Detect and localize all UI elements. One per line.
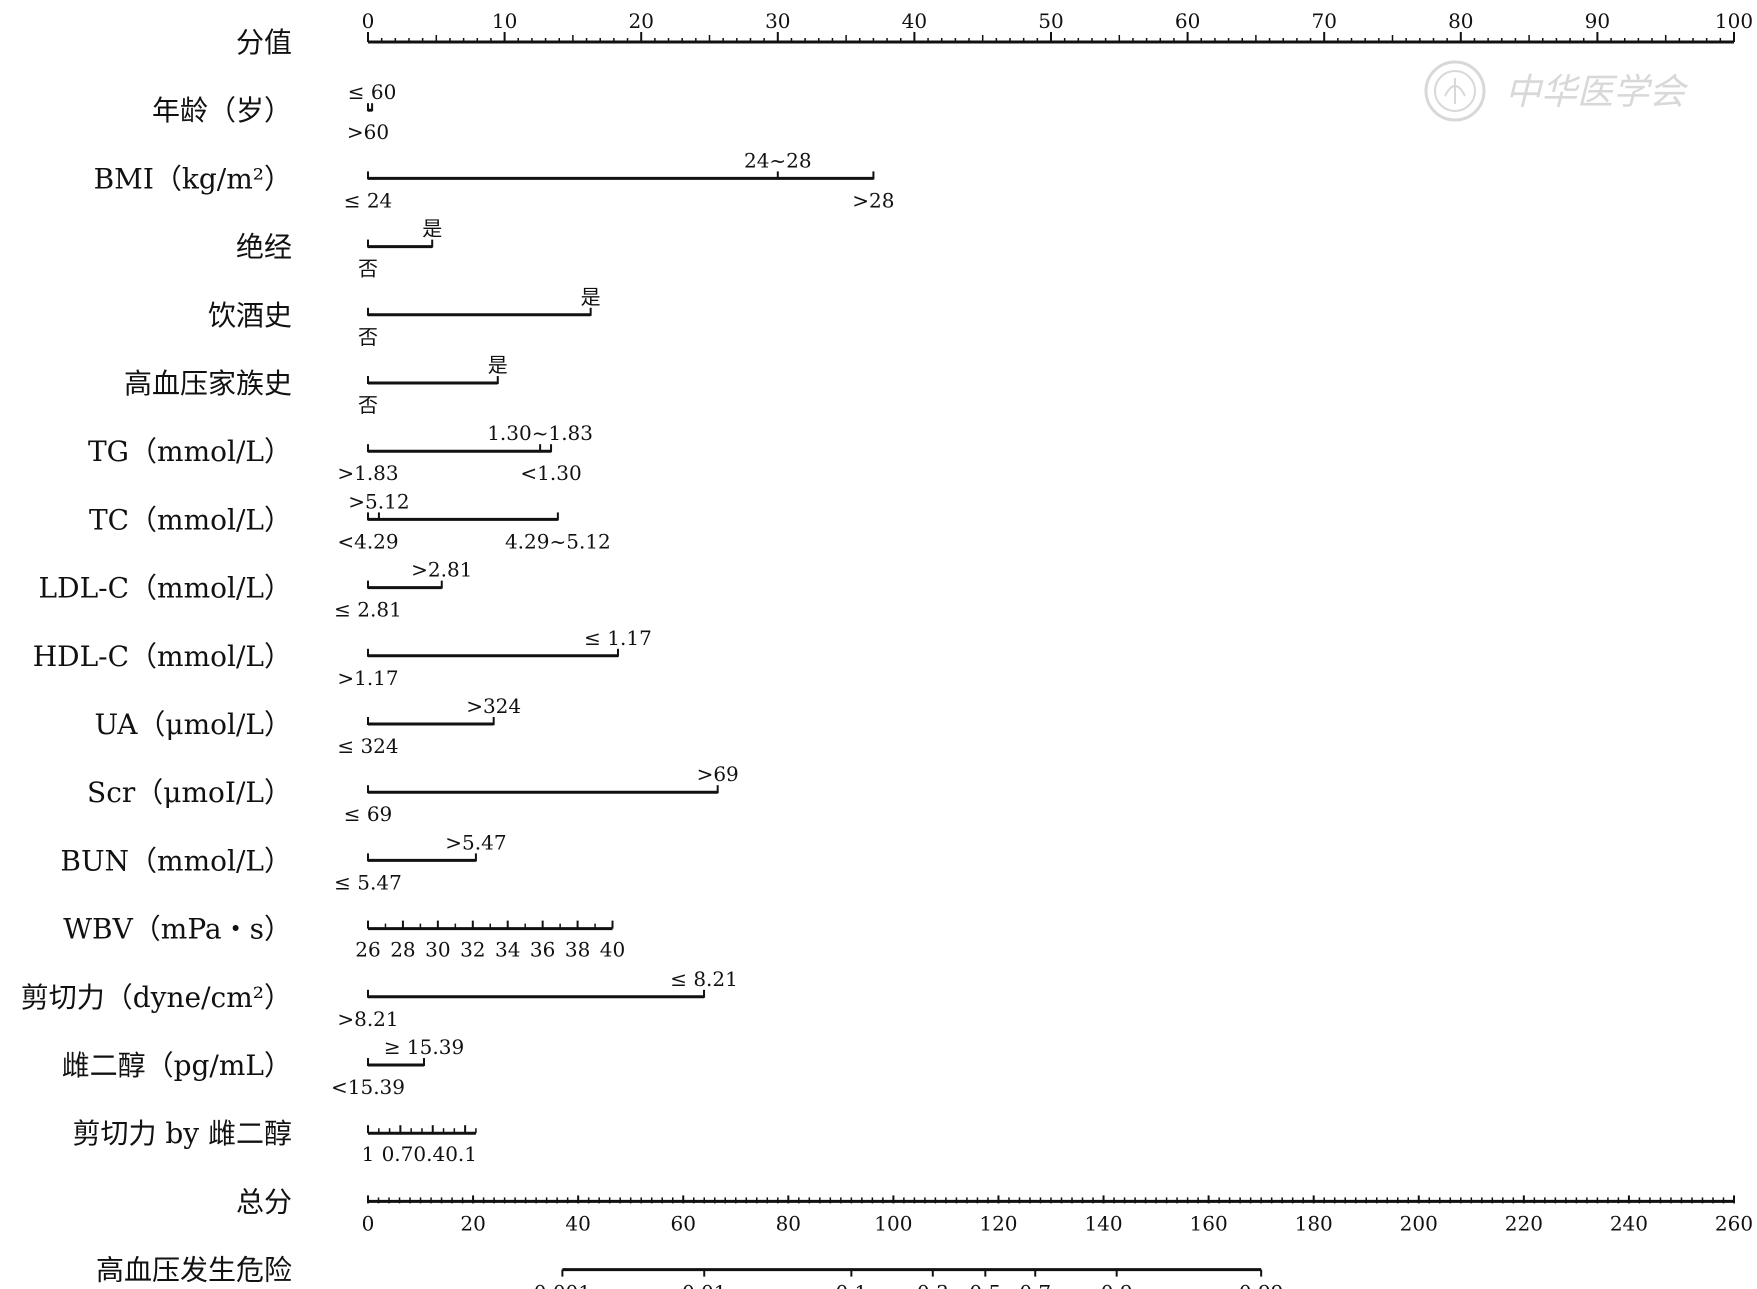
scale-tick-label: 1 <box>362 1142 375 1166</box>
scale-tick-label: 36 <box>530 938 555 962</box>
scale-tick-label: 32 <box>460 938 485 962</box>
risk-axis-tick-label: 0.9 <box>1101 1281 1133 1289</box>
variable-label: 年龄（岁） <box>152 94 292 127</box>
level-label: 否 <box>358 393 378 417</box>
total-axis-tick-label: 260 <box>1715 1211 1753 1235</box>
scale-tick-label: 26 <box>355 938 380 962</box>
risk-axis-label: 高血压发生危险 <box>96 1254 292 1287</box>
variable-label: 高血压家族史 <box>124 367 292 400</box>
variable-label: TG（mmol/L） <box>88 435 292 468</box>
scale-tick-label: 0.70.40.1 <box>382 1142 477 1166</box>
scale-tick-label: 30 <box>425 938 450 962</box>
variable-label: TC（mmol/L） <box>89 503 292 536</box>
total-axis-tick-label: 220 <box>1505 1211 1543 1235</box>
level-label: 否 <box>358 257 378 281</box>
society-seal-icon <box>1424 60 1486 122</box>
total-axis-tick-label: 160 <box>1190 1211 1228 1235</box>
variable-label: 剪切力（dyne/cm²） <box>21 981 292 1014</box>
scale-tick-label: 34 <box>495 938 520 962</box>
level-label: <15.39 <box>331 1075 405 1099</box>
total-axis-tick-label: 40 <box>565 1211 590 1235</box>
points-axis-label: 分值 <box>236 26 292 59</box>
level-label: >1.83 <box>337 461 398 485</box>
risk-axis-tick-label: 0.001 <box>534 1281 591 1289</box>
total-axis-tick-label: 200 <box>1400 1211 1438 1235</box>
risk-axis-tick-label: 0.99 <box>1239 1281 1284 1289</box>
variable-label: UA（μmol/L） <box>94 708 292 741</box>
total-axis-tick-label: 80 <box>776 1211 801 1235</box>
variable-label: HDL-C（mmol/L） <box>33 640 292 673</box>
level-label: ≥ 15.39 <box>384 1035 464 1059</box>
variable-label: 饮酒史 <box>208 299 292 332</box>
level-label: 是 <box>488 353 508 377</box>
total-points-axis-label: 总分 <box>236 1185 292 1218</box>
level-label: ≤ 8.21 <box>670 967 738 991</box>
points-axis-tick-label: 100 <box>1715 9 1753 33</box>
risk-axis-tick-label: 0.1 <box>835 1281 867 1289</box>
points-axis-tick-label: 90 <box>1585 9 1610 33</box>
points-axis-tick-label: 80 <box>1448 9 1473 33</box>
total-axis-tick-label: 180 <box>1295 1211 1333 1235</box>
level-label: 24~28 <box>744 148 812 172</box>
points-axis-tick-label: 30 <box>765 9 790 33</box>
risk-axis-tick-label: 0.3 <box>917 1281 949 1289</box>
variable-label: 剪切力 by 雌二醇 <box>72 1117 292 1150</box>
level-label: ≤ 24 <box>344 188 393 212</box>
scale-tick-label: 38 <box>565 938 590 962</box>
level-label: ≤ 2.81 <box>334 598 402 622</box>
level-label: >5.12 <box>348 489 409 513</box>
level-label: >8.21 <box>337 1007 398 1031</box>
variable-label: WBV（mPa・s） <box>63 913 292 946</box>
level-label: 1.30~1.83 <box>487 421 593 445</box>
points-axis-tick-label: 70 <box>1311 9 1336 33</box>
points-axis-tick-label: 20 <box>628 9 653 33</box>
risk-axis-tick-label: 0.5 <box>969 1281 1001 1289</box>
scale-tick-label: 40 <box>600 938 625 962</box>
level-label: 4.29~5.12 <box>505 529 611 553</box>
level-label: >69 <box>697 762 739 786</box>
total-axis-tick-label: 20 <box>460 1211 485 1235</box>
level-label: ≤ 60 <box>348 80 397 104</box>
total-axis-tick-label: 0 <box>362 1211 375 1235</box>
level-label: >324 <box>466 694 521 718</box>
variable-label: LDL-C（mmol/L） <box>39 572 292 605</box>
points-axis-tick-label: 40 <box>902 9 927 33</box>
level-label: >28 <box>852 188 894 212</box>
variable-label: BUN（mmol/L） <box>60 844 292 877</box>
level-label: 是 <box>581 285 601 309</box>
total-axis-tick-label: 120 <box>979 1211 1017 1235</box>
level-label: ≤ 69 <box>344 802 393 826</box>
watermark-text: 中华医学会 <box>1505 72 1689 113</box>
total-axis-tick-label: 240 <box>1610 1211 1648 1235</box>
total-axis-tick-label: 140 <box>1084 1211 1122 1235</box>
level-label: >1.17 <box>337 666 398 690</box>
risk-axis-tick-label: 0.01 <box>682 1281 727 1289</box>
points-axis-tick-label: 0 <box>362 9 375 33</box>
watermark: 中华医学会 <box>1424 60 1689 122</box>
level-label: 是 <box>422 217 442 241</box>
level-label: >60 <box>347 120 389 144</box>
total-axis-tick-label: 100 <box>874 1211 912 1235</box>
scale-tick-label: 28 <box>390 938 415 962</box>
points-axis-tick-label: 50 <box>1038 9 1063 33</box>
level-label: <1.30 <box>520 461 581 485</box>
variable-label: Scr（μmoI/L） <box>87 776 292 809</box>
variable-label: BMI（kg/m²） <box>94 162 292 195</box>
level-label: <4.29 <box>337 529 398 553</box>
level-label: ≤ 1.17 <box>584 626 652 650</box>
level-label: >5.47 <box>445 830 506 854</box>
variable-label: 雌二醇（pg/mL） <box>62 1049 292 1082</box>
level-label: 否 <box>358 325 378 349</box>
variable-label: 绝经 <box>236 231 292 264</box>
points-axis-tick-label: 60 <box>1175 9 1200 33</box>
level-label: >2.81 <box>411 558 472 582</box>
level-label: ≤ 5.47 <box>334 870 402 894</box>
risk-axis-tick-label: 0.7 <box>1019 1281 1051 1289</box>
level-label: ≤ 324 <box>337 734 398 758</box>
total-axis-tick-label: 60 <box>671 1211 696 1235</box>
points-axis-tick-label: 10 <box>492 9 517 33</box>
